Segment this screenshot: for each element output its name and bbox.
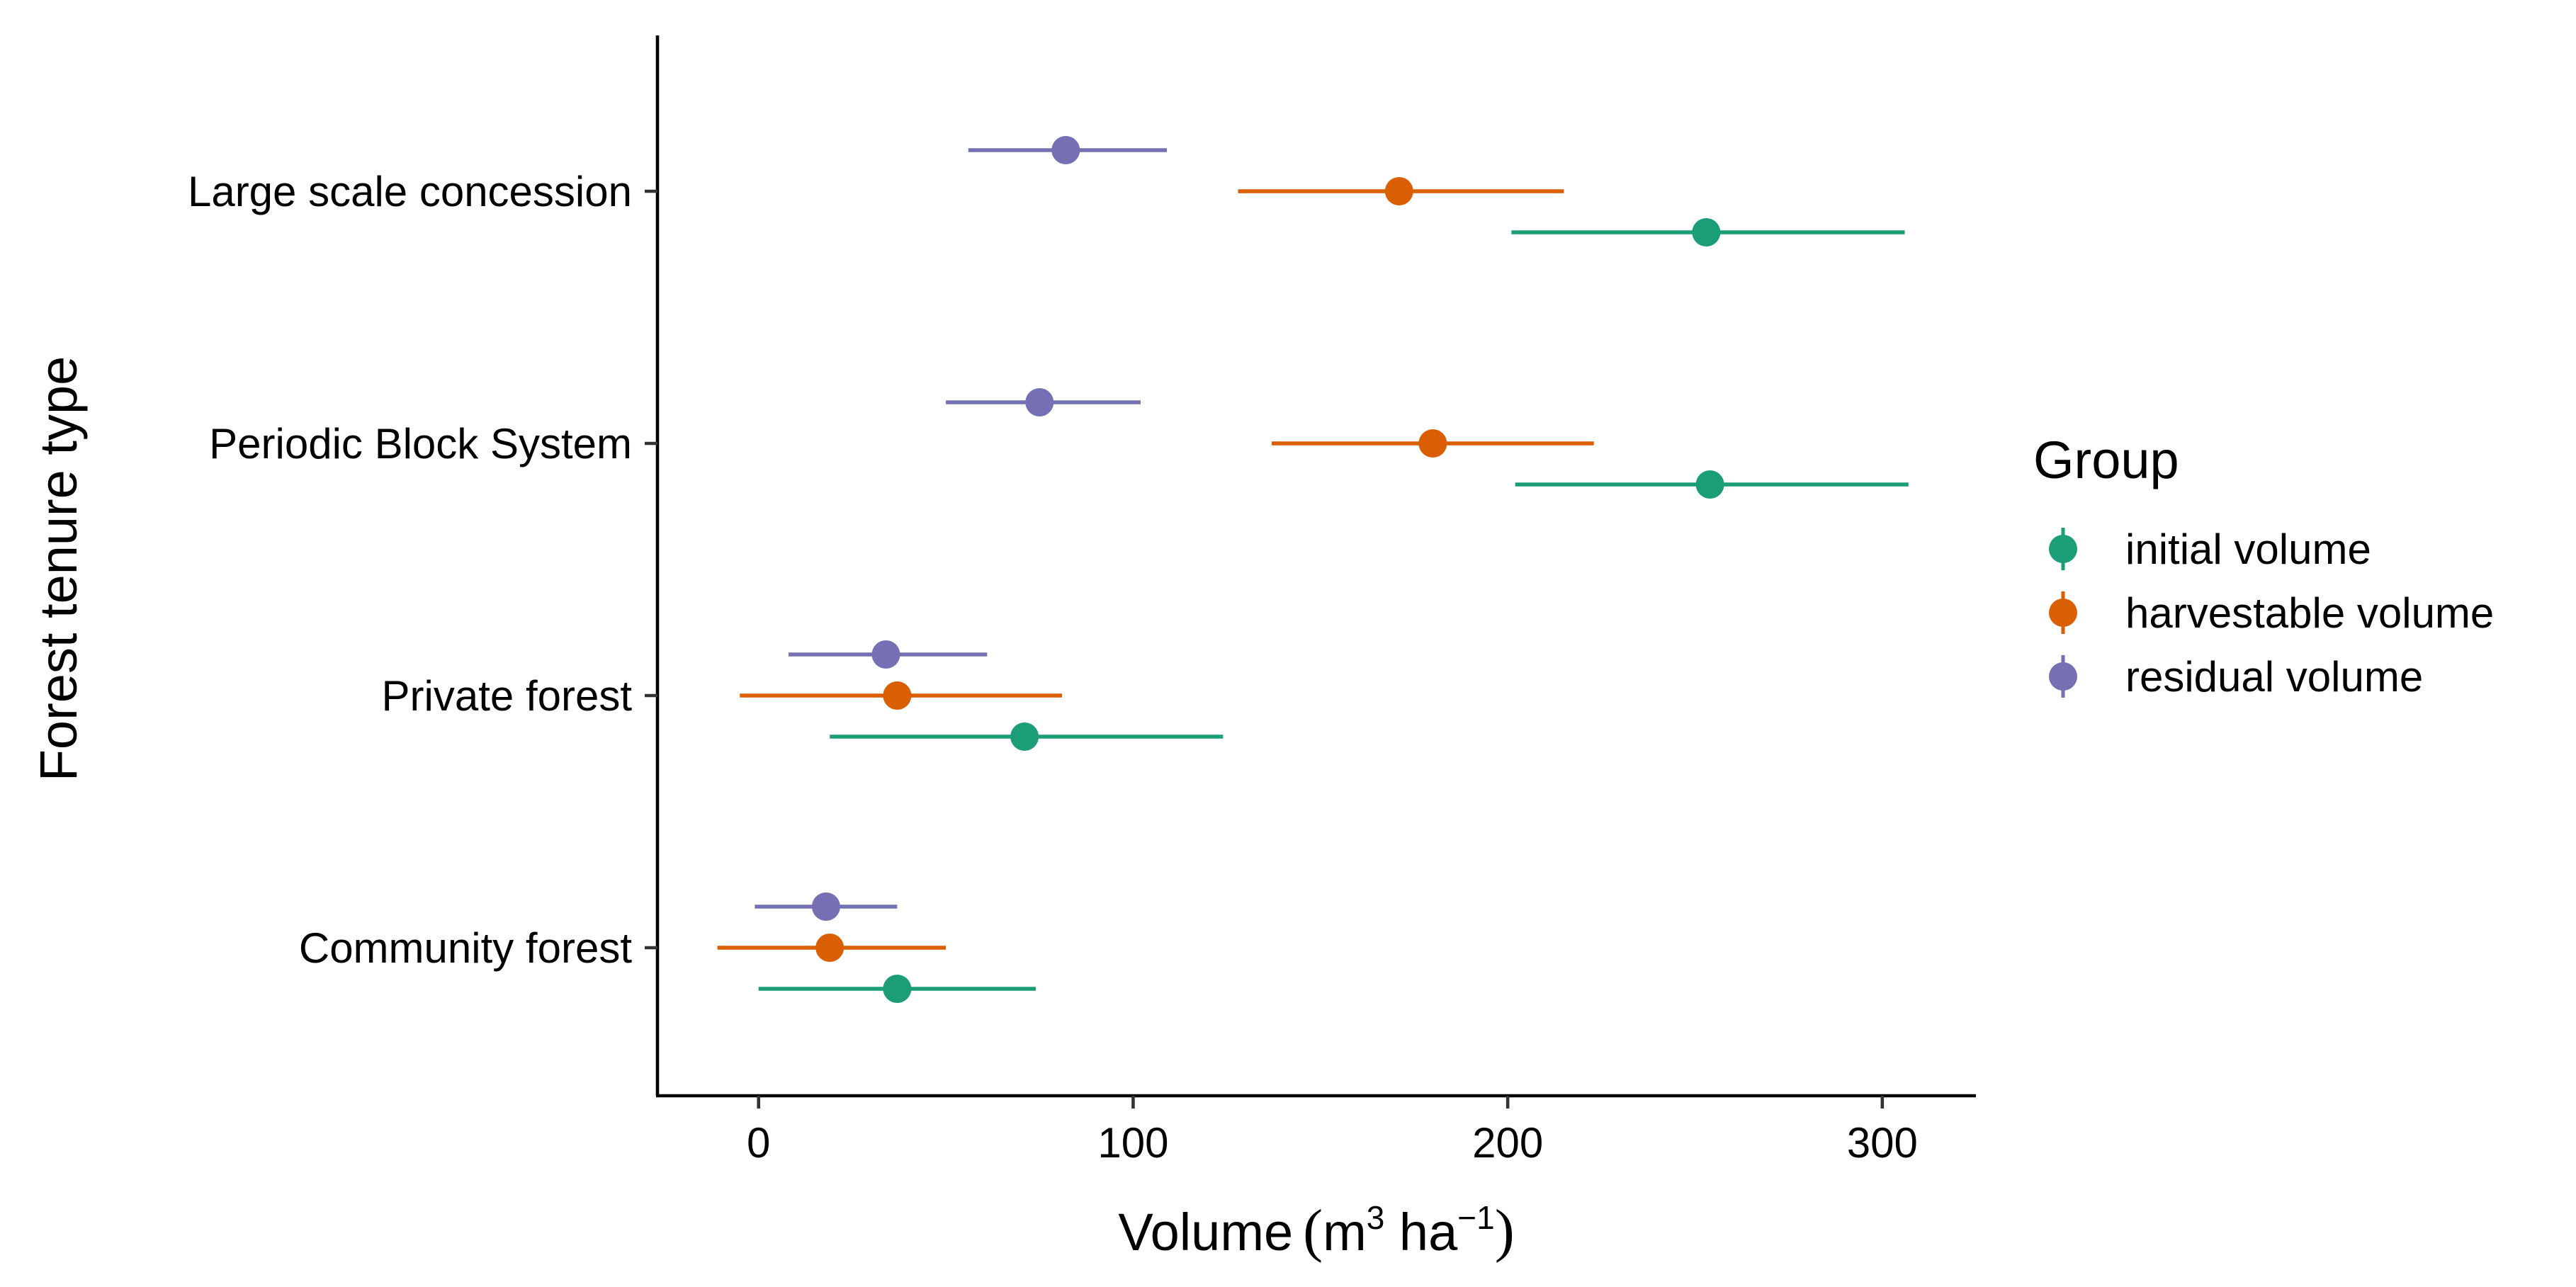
x-axis-title-paren-close: ) — [1495, 1198, 1515, 1264]
y-tick-label-community-forest: Community forest — [299, 924, 632, 972]
plot-marks — [717, 136, 1909, 1003]
legend-title: Group — [2033, 431, 2179, 489]
x-axis-title-paren-open: ( — [1303, 1198, 1323, 1264]
point-residual-volume-periodic-block-system — [1025, 388, 1054, 416]
legend-item-initial-volume: initial volume — [2049, 526, 2371, 573]
x-axis-title-unit-m: m — [1323, 1203, 1367, 1262]
legend-label-initial-volume: initial volume — [2125, 526, 2371, 573]
point-initial-volume-large-scale-concession — [1692, 218, 1721, 246]
x-tick-label-300: 300 — [1847, 1119, 1918, 1167]
x-axis-title-superscript-minus1: −1 — [1457, 1199, 1494, 1236]
legend-item-residual-volume: residual volume — [2049, 653, 2423, 701]
x-tick-label-200: 200 — [1472, 1119, 1543, 1167]
point-harvestable-volume-periodic-block-system — [1418, 429, 1447, 458]
legend-label-residual-volume: residual volume — [2125, 653, 2423, 701]
point-initial-volume-private-forest — [1010, 722, 1039, 751]
point-harvestable-volume-private-forest — [883, 681, 912, 710]
point-residual-volume-large-scale-concession — [1051, 136, 1080, 164]
x-axis-title-main: Volume — [1118, 1203, 1293, 1262]
point-harvestable-volume-community-forest — [815, 934, 844, 962]
point-initial-volume-community-forest — [883, 975, 912, 1003]
axes — [655, 35, 1976, 1098]
point-residual-volume-private-forest — [871, 640, 900, 669]
point-initial-volume-periodic-block-system — [1695, 470, 1724, 499]
x-axis-title-unit-ha: ha — [1384, 1203, 1458, 1262]
legend-key-point-initial-volume — [2049, 535, 2077, 563]
point-harvestable-volume-large-scale-concession — [1384, 177, 1413, 205]
legend-key-point-harvestable-volume — [2049, 599, 2077, 627]
y-ticks: Large scale concession Periodic Block Sys… — [188, 168, 657, 972]
y-tick-label-large-scale-concession: Large scale concession — [188, 168, 632, 215]
legend-key-point-residual-volume — [2049, 662, 2077, 691]
x-tick-label-0: 0 — [747, 1119, 770, 1167]
y-tick-label-periodic-block-system: Periodic Block System — [209, 420, 632, 467]
series-residual-volume — [755, 136, 1168, 921]
y-axis-title: Forest tenure type — [29, 356, 88, 782]
legend-item-harvestable-volume: harvestable volume — [2049, 589, 2494, 637]
legend-label-harvestable-volume: harvestable volume — [2125, 589, 2494, 637]
x-ticks: 0 100 200 300 — [747, 1096, 1918, 1167]
series-initial-volume — [758, 218, 1909, 1003]
x-axis-title-superscript-3: 3 — [1367, 1199, 1385, 1236]
point-residual-volume-community-forest — [811, 892, 840, 921]
y-tick-label-private-forest: Private forest — [382, 672, 633, 720]
series-harvestable-volume — [717, 177, 1594, 962]
x-axis-title: Volume (m3 ha−1) — [1118, 1198, 1514, 1264]
legend: Group initial volume harvestable volume re… — [2033, 431, 2494, 701]
legend-items: initial volume harvestable volume residual… — [2049, 526, 2494, 701]
x-tick-label-100: 100 — [1097, 1119, 1168, 1167]
